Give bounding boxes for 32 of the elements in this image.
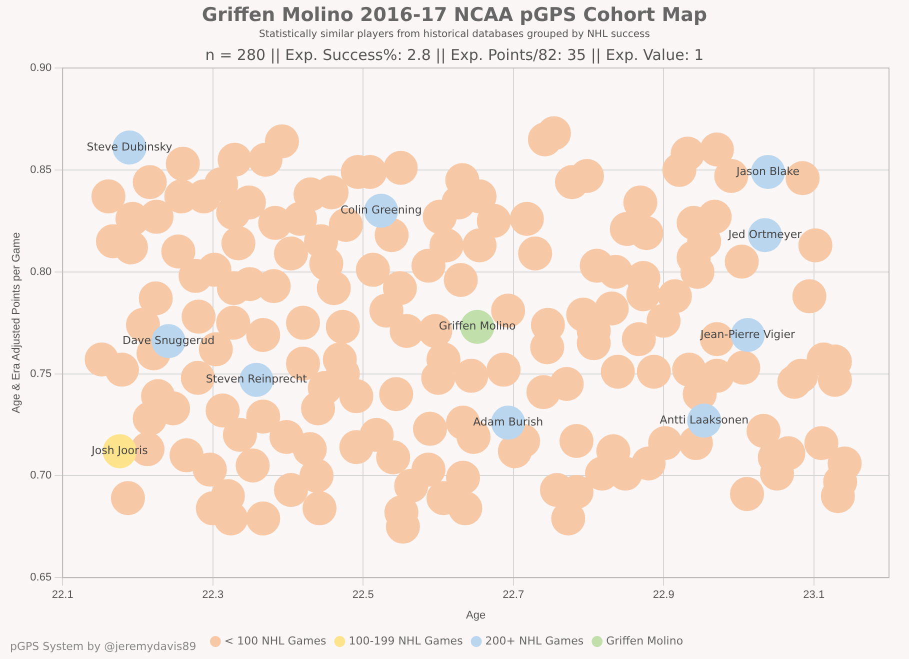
y-tick-label: 0.85 [30, 164, 52, 176]
text: n = 280 || Exp. Success%: 2.8 || Exp. Points/82: 35 || Exp. Value: 1 [204, 46, 705, 64]
x-tick-label: 22.7 [502, 589, 524, 602]
data-label: Jed Ortmeyer [727, 228, 802, 242]
y-tick-label: 0.65 [30, 572, 52, 584]
chart-title: Griffen Molino 2016-17 NCAA pGPS Cohort Map [200, 4, 708, 26]
legend-label: 200+ NHL Games [485, 634, 584, 648]
data-label: Griffen Molino [438, 320, 516, 333]
x-tick-label: 22.9 [652, 589, 674, 602]
data-label: Adam Burish [473, 416, 544, 429]
data-label: Jason Blake [736, 164, 800, 178]
data-label: Steven Reinprecht [206, 372, 308, 386]
y-tick-label: 0.75 [30, 368, 52, 380]
x-tick-label: 23.1 [803, 589, 825, 602]
legend-label: Griffen Molino [606, 634, 684, 648]
data-label: Colin Greening [340, 204, 422, 217]
y-tick-label: 0.70 [30, 470, 52, 482]
y-tick-label: 0.90 [30, 62, 52, 74]
text: pGPS System by @jeremydavis89 [10, 640, 196, 653]
y-tick-label: 0.80 [30, 266, 52, 278]
chart-subtitle: Statistically similar players from historical databases grouped by NHL success [258, 29, 651, 40]
data-label: Dave Snuggerud [122, 334, 215, 348]
data-label: Jean-Pierre Vigier [700, 328, 796, 341]
x-axis-title: Age [466, 609, 486, 622]
x-tick-label: 22.3 [202, 589, 224, 602]
legend-label: < 100 NHL Games [224, 634, 327, 648]
data-label: Steve Dubinsky [86, 140, 173, 154]
legend-label: 100-199 NHL Games [348, 634, 464, 648]
y-axis-title: Age & Era Adjusted Points per Game [10, 232, 23, 414]
x-tick-label: 22.5 [352, 589, 374, 602]
data-label: Antti Laaksonen [660, 414, 749, 427]
x-tick-label: 22.1 [52, 589, 74, 602]
